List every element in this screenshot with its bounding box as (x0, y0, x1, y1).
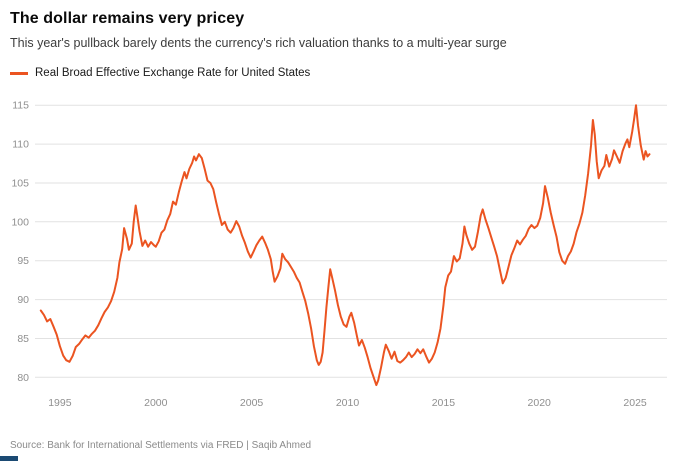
y-tick-label: 105 (11, 178, 29, 190)
y-tick-label: 100 (11, 216, 29, 228)
series-line (39, 104, 651, 387)
legend: Real Broad Effective Exchange Rate for U… (0, 50, 673, 79)
y-tick-label: 115 (12, 100, 29, 112)
y-tick-label: 80 (17, 372, 29, 384)
x-tick-label: 2010 (336, 397, 360, 409)
y-tick-label: 95 (17, 255, 29, 267)
x-tick-label: 1995 (48, 397, 72, 409)
chart-subtitle: This year's pullback barely dents the cu… (10, 36, 507, 50)
line-chart: 80 85 90 95 100 105 110 115 1995 2000 2005 2010 2015… (11, 100, 667, 409)
x-tick-label: 2025 (623, 397, 647, 409)
legend-label: Real Broad Effective Exchange Rate for U… (35, 67, 311, 79)
brand-mark (0, 456, 18, 461)
y-tick-label: 90 (17, 294, 29, 306)
y-tick-label: 85 (17, 333, 29, 345)
x-tick-label: 2005 (240, 397, 264, 409)
y-tick-label: 110 (12, 139, 29, 151)
x-tick-label: 2000 (144, 397, 168, 409)
chart-title: The dollar remains very pricey (10, 10, 245, 27)
source-text: Source: Bank for International Settlemen… (10, 440, 312, 451)
x-tick-label: 2020 (528, 397, 552, 409)
x-tick-label: 2015 (432, 397, 456, 409)
line-swatch-icon (10, 71, 28, 75)
